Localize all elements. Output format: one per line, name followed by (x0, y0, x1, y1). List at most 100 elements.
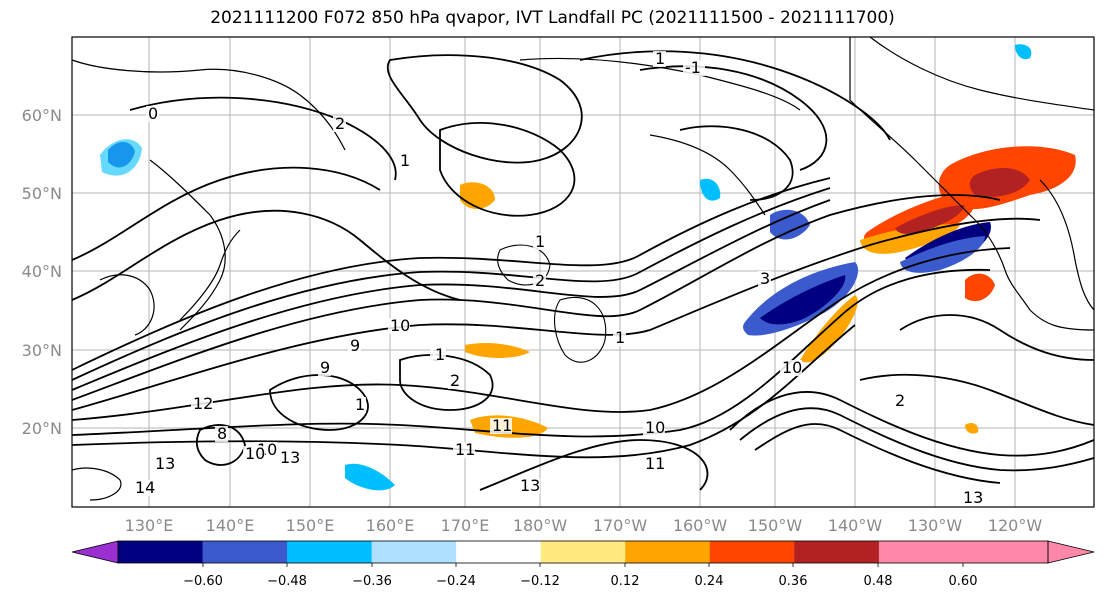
negative-anomaly-southwest (345, 463, 395, 491)
contour-label: 2 (335, 114, 345, 133)
colorbar-outline (117, 540, 1049, 564)
colorbar-segment (118, 541, 204, 563)
contour-label-bg (333, 116, 346, 132)
contour-label-bg (613, 330, 626, 346)
contour-label-bg (353, 397, 366, 413)
contour-label: 10 (782, 358, 802, 377)
colorbar-tick-label: −0.36 (352, 574, 392, 589)
colorbar-tick-label: 0.12 (611, 574, 640, 589)
contour-label: 13 (963, 488, 983, 507)
ivt-contours (71, 50, 1095, 491)
contour-label-bg (133, 480, 155, 496)
contour-label: 11 (645, 454, 665, 473)
contour-label-bg (533, 273, 546, 289)
longitude-axis: 130°E 140°E 150°E 160°E 170°E 180°W 170°W 160°W… (125, 516, 1043, 535)
contour-label-bg (490, 418, 512, 434)
colorbar-segment (794, 541, 880, 563)
contour-label: 9 (350, 336, 360, 355)
longitude-tick-label: 140°W (828, 516, 883, 535)
positive-anomaly-trail (800, 295, 858, 363)
map-title: 2021111200 F072 850 hPa qvapor, IVT Land… (210, 8, 895, 28)
contour-label-bg (448, 373, 461, 389)
contour-label-bg (518, 478, 540, 494)
contour-label: 13 (520, 476, 540, 495)
longitude-tick-label: 160°E (366, 516, 415, 535)
longitude-tick-label: 130°W (908, 516, 963, 535)
negative-anomaly-core (760, 275, 846, 325)
contour-label: 10 (245, 444, 265, 463)
contour-label: -1 (685, 58, 701, 77)
contour-label: 2 (535, 271, 545, 290)
contour-label: 1 (615, 328, 625, 347)
contour-label: 13 (155, 454, 175, 473)
contour-label-bg (348, 338, 361, 354)
contour-label: 8 (217, 424, 227, 443)
negative-anomaly-coast (1015, 44, 1032, 60)
contour-label-bg (433, 347, 446, 363)
colorbar-tick-label: −0.48 (267, 574, 307, 589)
longitude-tick-label: 180°W (513, 516, 568, 535)
latitude-tick-label: 30°N (22, 341, 62, 360)
contour-label-bg (643, 420, 665, 436)
contour-label-bg (278, 450, 300, 466)
positive-anomaly-coast (965, 273, 995, 302)
contour-label-bg (398, 153, 411, 169)
colorbar-max-extension (1047, 540, 1095, 564)
contour-label-bg (146, 106, 159, 122)
colorbar-segment (540, 541, 626, 563)
longitude-tick-label: 170°E (441, 516, 490, 535)
colorbar-tick-label: −0.24 (436, 574, 476, 589)
longitude-tick-label: 150°E (286, 516, 335, 535)
contour-labels: 1021123132109910111211810131110131413111… (133, 49, 983, 507)
colorbar-segment (371, 541, 457, 563)
latitude-tick-label: 20°N (22, 419, 62, 438)
contour-label-bg (683, 60, 705, 76)
colorbar-segment (625, 541, 711, 563)
negative-anomaly-gulf (700, 178, 721, 201)
colorbar-tick-label: −0.12 (520, 574, 560, 589)
contour-label: 12 (193, 394, 213, 413)
latitude-tick-label: 60°N (22, 106, 62, 125)
contour-label-bg (533, 234, 546, 250)
latitude-axis: 60°N 50°N 40°N 30°N 20°N (22, 106, 62, 438)
contour-label-bg (243, 446, 265, 462)
colorbar-tick-label: 0.60 (949, 574, 978, 589)
contour-label: 0 (148, 104, 158, 123)
contour-label: 13 (280, 448, 300, 467)
colorbar-segment (963, 541, 1049, 563)
contour-label-bg (153, 456, 175, 472)
contour-label: 1 (655, 49, 665, 68)
longitude-tick-label: 130°E (125, 516, 174, 535)
contour-label-bg (215, 426, 228, 442)
contour-label-bg (961, 490, 983, 506)
colorbar-segment (456, 541, 542, 563)
contour-label: 11 (492, 416, 512, 435)
map-frame (71, 36, 1095, 508)
latitude-tick-label: 40°N (22, 262, 62, 281)
colorbar-min-extension (71, 540, 119, 564)
contour-label: 1 (435, 345, 445, 364)
longitude-tick-label: 160°W (673, 516, 728, 535)
colorbar-segment (878, 541, 964, 563)
contour-label: 2 (895, 391, 905, 410)
colorbar-segment (709, 541, 795, 563)
colorbar-segment (202, 541, 288, 563)
colorbar-tick-label: 0.36 (779, 574, 808, 589)
contour-label-bg (893, 393, 906, 409)
positive-anomaly-east (965, 422, 979, 434)
negative-anomaly-west-edge (100, 139, 142, 176)
contour-label: 10 (645, 418, 665, 437)
positive-anomaly-band-edge (860, 224, 960, 254)
positive-anomaly-core (895, 205, 965, 234)
contour-label: 2 (450, 371, 460, 390)
colorbar-tick-label: 0.48 (864, 574, 893, 589)
colorbar-segment (287, 541, 373, 563)
colorbar-tick-label: −0.60 (183, 574, 223, 589)
positive-anomaly-center (465, 342, 530, 358)
contour-label-bg (388, 318, 410, 334)
contour-label-bg (758, 271, 771, 287)
contour-label-bg (780, 360, 802, 376)
colorbar-tick-label: 0.24 (695, 574, 724, 589)
contour-label: 1 (400, 151, 410, 170)
